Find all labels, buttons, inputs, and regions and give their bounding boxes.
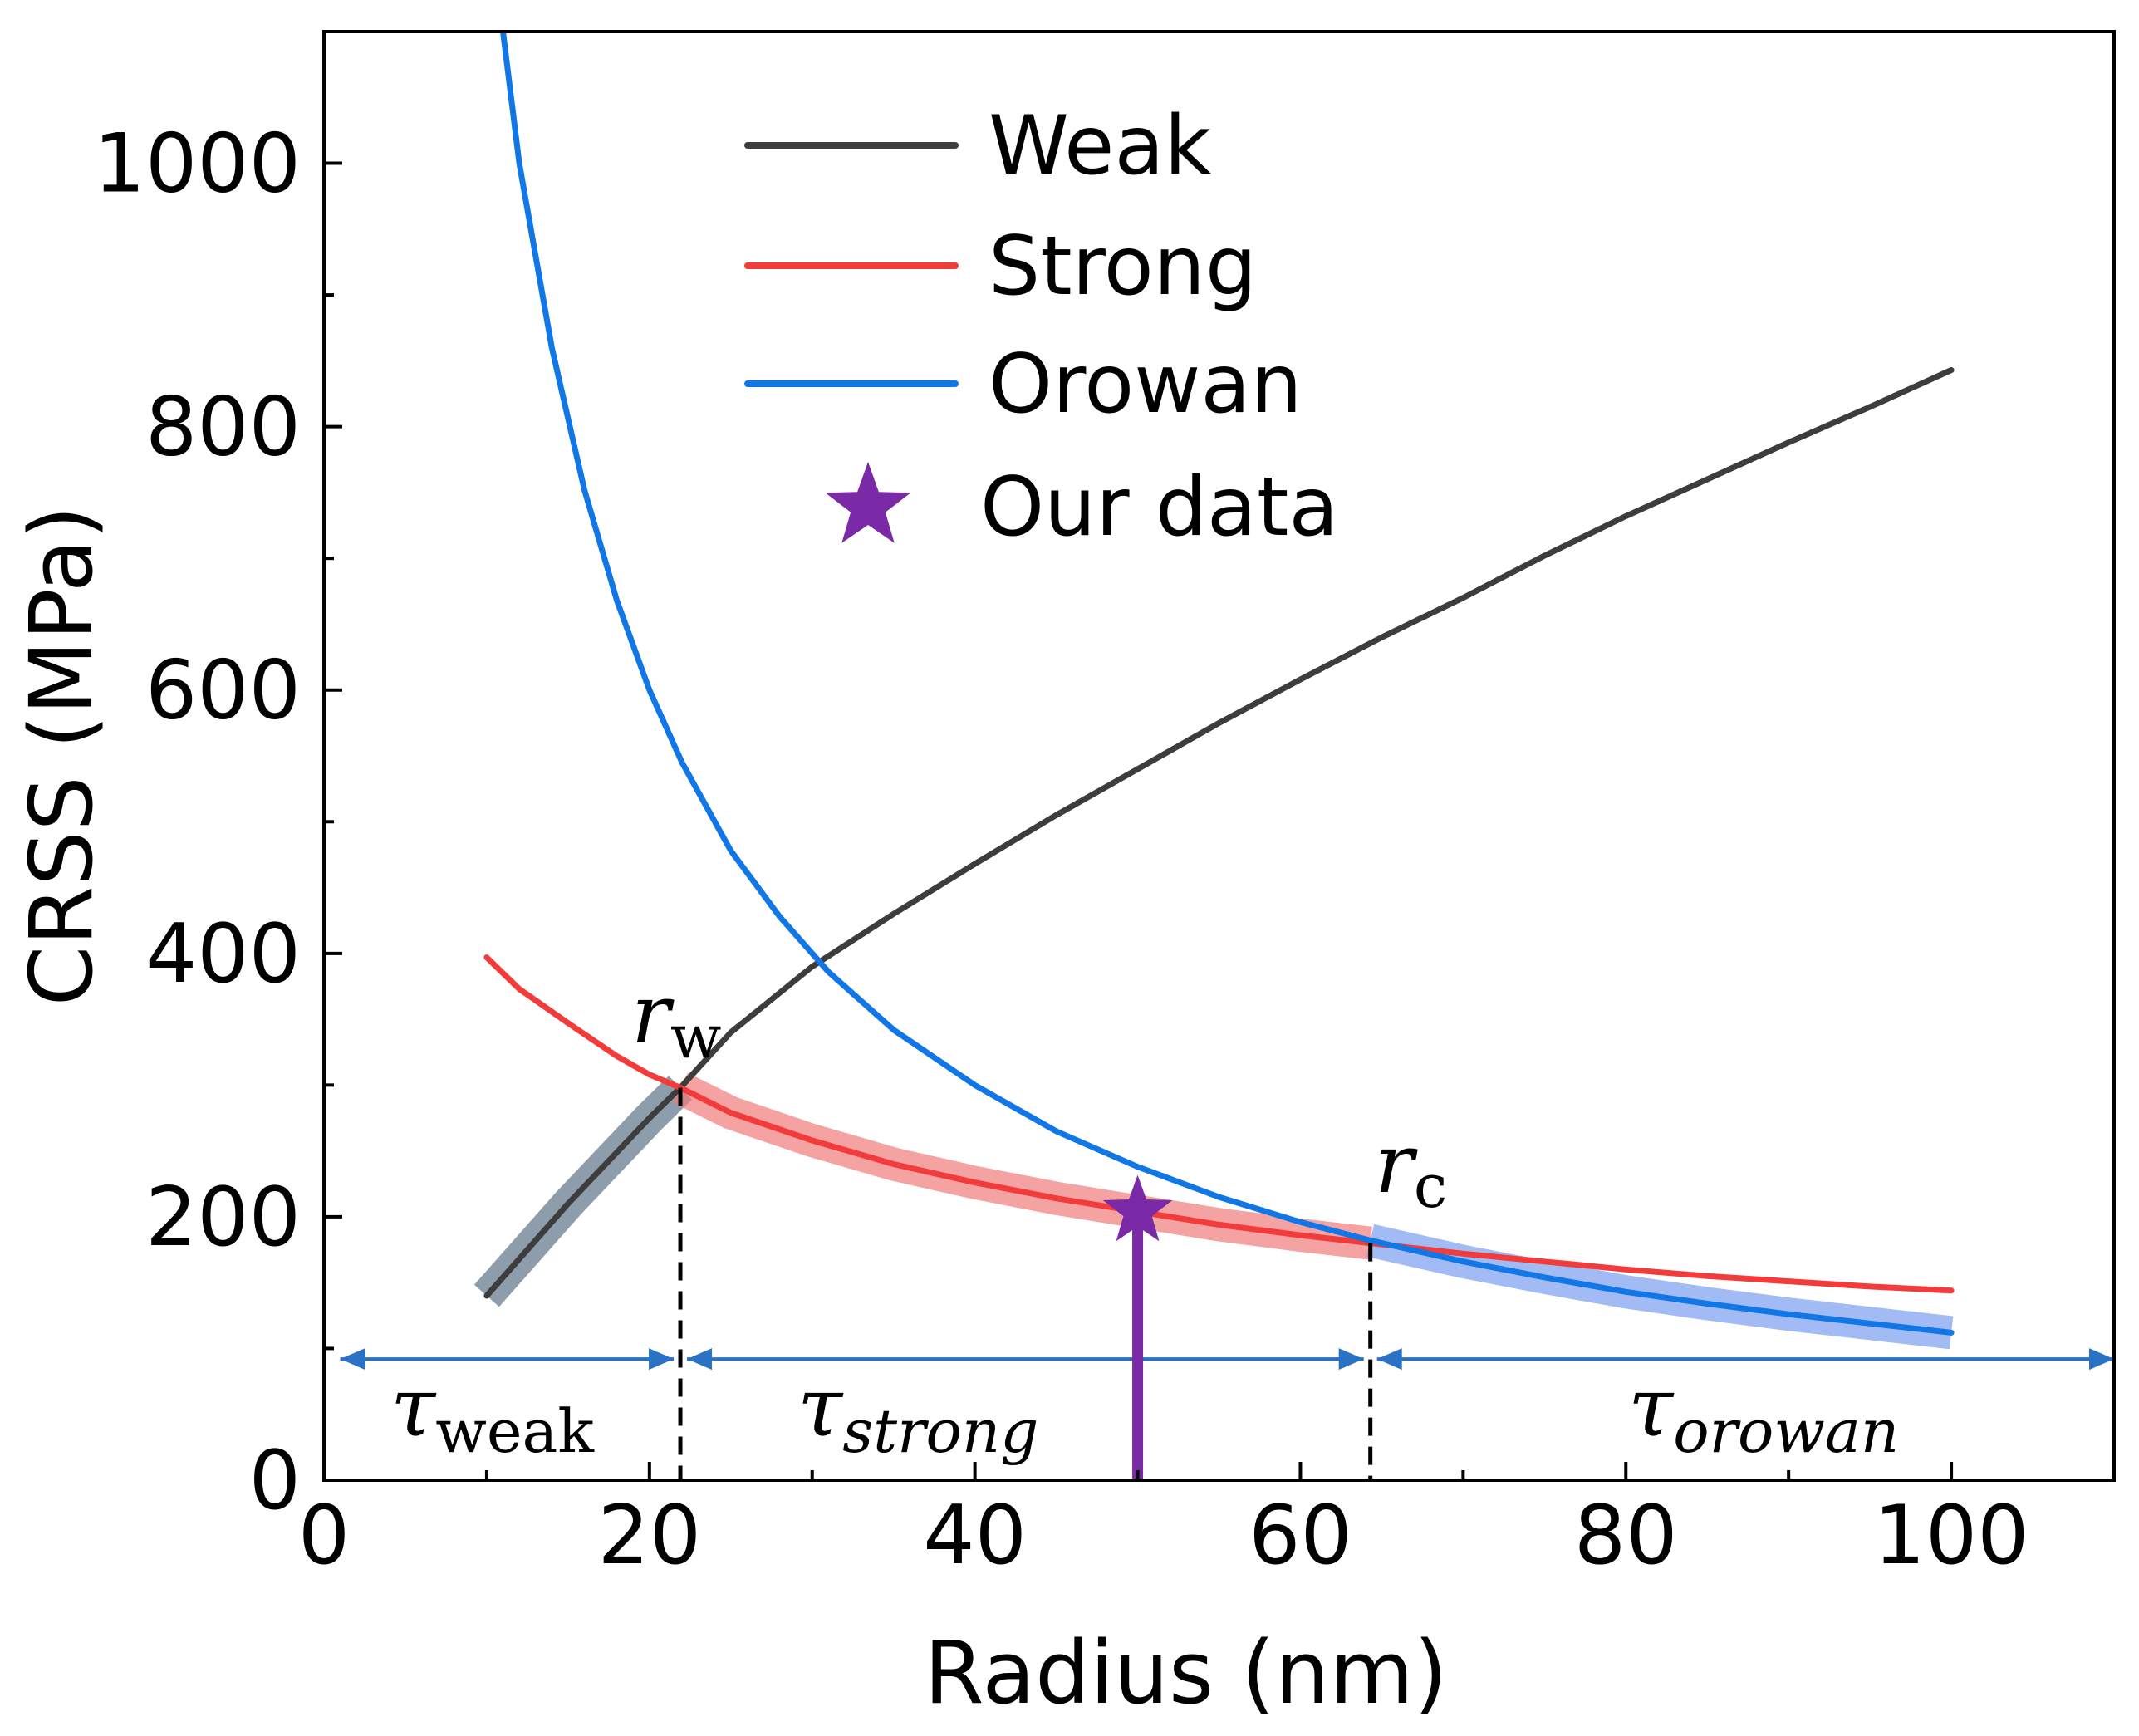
region-label-subscript: strong — [842, 1396, 1038, 1466]
vline-label-subscript: c — [1414, 1151, 1447, 1221]
legend-label-orowan: Orowan — [989, 337, 1303, 432]
x-tick-label: 40 — [923, 1488, 1027, 1583]
legend-star-our-data — [825, 462, 911, 543]
region-label-orowan: τorowan — [1628, 1361, 1899, 1466]
legend: Weak Strong Orowan Our data — [744, 99, 1338, 555]
plot-frame — [322, 30, 2116, 1482]
highlight-bands — [473, 1072, 1954, 1350]
region-label-symbol: τ — [1628, 1361, 1675, 1455]
region-label-weak: τweak — [390, 1361, 595, 1466]
vline-label-symbol: r — [631, 968, 675, 1062]
legend-label-our-data: Our data — [980, 460, 1338, 555]
region-arrow-head-left-strong — [687, 1348, 713, 1371]
y-tick-label: 800 — [145, 380, 301, 475]
region-label-symbol: τ — [390, 1361, 437, 1455]
region-arrow-head-right-strong — [1338, 1348, 1364, 1371]
region-arrows — [340, 1348, 2114, 1371]
x-tick-label: 100 — [1874, 1488, 2029, 1583]
region-arrow-head-right-orowan — [2089, 1348, 2114, 1371]
vline-label-symbol: r — [1375, 1117, 1418, 1212]
y-tick-label: 1000 — [94, 117, 301, 212]
series-line-weak — [483, 367, 1955, 1299]
series-line-strong — [483, 954, 1955, 1294]
x-axis-title: Radius (nm) — [924, 1622, 1447, 1724]
vline-label-c: rc — [1375, 1117, 1447, 1221]
series-line-orowan — [500, 32, 1955, 1336]
region-label-subscript: orowan — [1673, 1396, 1899, 1466]
our-data-star — [1102, 1174, 1173, 1242]
region-arrow-head-left-weak — [340, 1348, 365, 1371]
x-tick-label: 60 — [1249, 1488, 1352, 1583]
y-tick-label: 0 — [249, 1434, 301, 1528]
y-tick-label: 200 — [145, 1170, 301, 1265]
y-tick-label: 600 — [145, 644, 301, 738]
x-tick-label: 0 — [298, 1488, 350, 1583]
region-arrow-head-right-weak — [649, 1348, 675, 1371]
vline-label-subscript: w — [670, 1002, 722, 1072]
our-data-marker-group — [1102, 1174, 1173, 1480]
region-label-strong: τstrong — [797, 1361, 1038, 1466]
x-tick-label: 80 — [1574, 1488, 1678, 1583]
vertical-dashed-lines — [678, 1087, 1373, 1480]
vline-label-w: rw — [631, 968, 722, 1072]
y-tick-label: 400 — [145, 907, 301, 1002]
series-lines — [483, 32, 1955, 1336]
region-arrow-head-left-orowan — [1376, 1348, 1402, 1371]
region-label-symbol: τ — [797, 1361, 844, 1455]
y-axis-title: CRSS (MPa) — [11, 506, 112, 1007]
x-tick-label: 20 — [597, 1488, 701, 1583]
legend-label-weak: Weak — [989, 99, 1212, 194]
region-label-subscript: weak — [435, 1396, 595, 1466]
legend-label-strong: Strong — [989, 219, 1257, 314]
